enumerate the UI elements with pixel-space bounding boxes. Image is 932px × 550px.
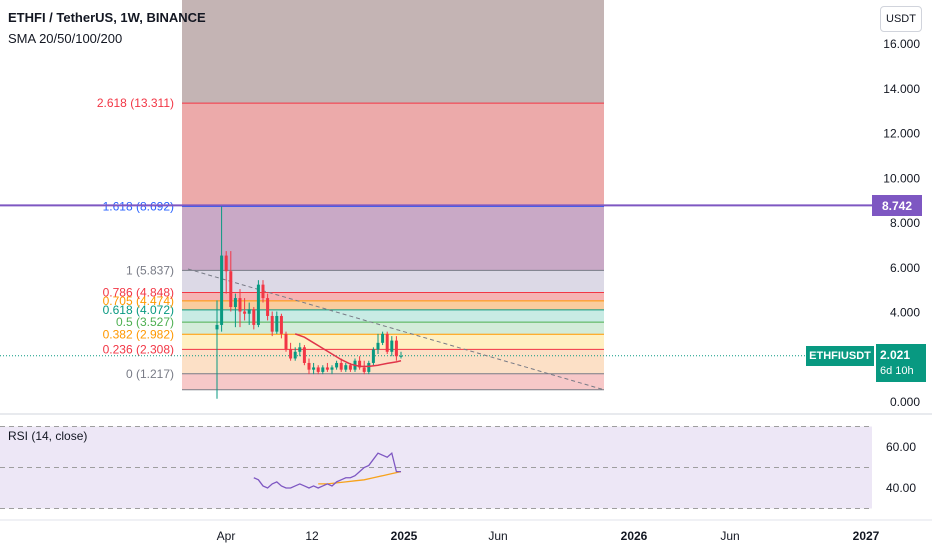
candle-body[interactable] [233,298,237,308]
candle-body[interactable] [358,360,362,368]
candle-body[interactable] [390,340,394,352]
fib-zone [182,206,604,271]
high-price-tag: 8.742 [872,195,922,216]
candle-body[interactable] [381,333,385,343]
x-tick-label: Apr [217,529,236,543]
candle-body[interactable] [394,340,398,357]
candle-body[interactable] [298,347,302,352]
candle-body[interactable] [224,255,228,272]
fib-zone [182,292,604,301]
last-price-value: 2.021 [880,348,911,362]
candle-body[interactable] [289,349,293,359]
currency-button[interactable]: USDT [880,6,922,32]
x-tick-label: Jun [488,529,507,543]
fib-level-label: 0 (1.217) [126,367,174,381]
candle-body[interactable] [256,284,260,325]
candle-body[interactable] [220,255,224,325]
candle-body[interactable] [247,309,251,314]
rsi-legend[interactable]: RSI (14, close) [8,429,88,443]
candle-body[interactable] [307,362,311,370]
x-axis: Apr 12 2025 Jun 2026 Jun 2027 [0,519,932,543]
fib-zone [182,300,604,310]
candle-body[interactable] [266,298,270,316]
candles[interactable] [215,206,403,399]
x-tick-label: 2025 [391,529,418,543]
rsi-pane[interactable]: 40.00 60.00 [0,413,932,509]
fib-zone [182,103,604,207]
candle-body[interactable] [367,362,371,372]
fib-level-label: 0.5 (3.527) [116,315,174,329]
candle-body[interactable] [252,309,256,325]
candle-body[interactable] [302,347,306,363]
candle-body[interactable] [261,284,265,299]
candle-body[interactable] [339,362,343,370]
indicator-legend[interactable]: SMA 20/50/100/200 [8,31,123,46]
symbol-tag: ETHFIUSDT [806,346,874,366]
candle-body[interactable] [330,367,334,370]
fib-level-label: 0.618 (4.072) [103,303,174,317]
candle-body[interactable] [371,349,375,363]
rsi-line [253,451,401,489]
candle-body[interactable] [385,333,389,352]
rsi-tick-label: 60.00 [886,440,916,454]
candle-body[interactable] [399,355,403,357]
fibonacci-retracement[interactable]: 0 (1.217) 0.236 (2.308)0.382 (2.982)0.5 (… [97,0,604,391]
fib-level-label: 2.618 (13.311) [97,96,174,110]
fib-level-label: 0.705 (4.474) [103,294,174,308]
y-tick-label: 6.000 [890,261,920,275]
candle-body[interactable] [293,351,297,359]
x-tick-label: 2027 [853,529,880,543]
candle-body[interactable] [325,367,329,370]
candle-body[interactable] [344,365,348,370]
x-tick-label: Jun [720,529,739,543]
y-tick-label: 0.000 [890,395,920,409]
rsi-ma-line [318,470,402,485]
candle-body[interactable] [316,367,320,372]
fib-zone [182,309,604,323]
y-tick-label: 4.000 [890,306,920,320]
candle-body[interactable] [270,315,274,332]
candle-body[interactable] [215,324,219,330]
x-tick-label: 12 [305,529,319,543]
fib-zone [182,349,604,374]
bar-countdown: 6d 10h [880,365,914,377]
fib-zone-top [182,0,604,104]
y-tick-label: 8.000 [890,216,920,230]
y-tick-label: 14.000 [883,82,920,96]
fib-level-label: 1.618 (8.692) [103,200,174,214]
y-tick-label: 10.000 [883,171,920,185]
fib-level-label: 0.786 (4.848) [103,286,174,300]
fib-zone [182,270,604,293]
y-tick-label: 16.000 [883,37,920,51]
candle-body[interactable] [275,315,279,332]
candle-body[interactable] [243,311,247,314]
y-tick-label: 12.000 [883,127,920,141]
candle-body[interactable] [229,271,233,308]
fib-level-label: 0.382 (2.982) [103,327,174,341]
rsi-tick-label: 40.00 [886,481,916,495]
candle-body[interactable] [284,333,288,350]
candle-body[interactable] [348,365,352,370]
x-tick-label: 2026 [621,529,648,543]
candle-body[interactable] [335,362,339,368]
fib-zone [182,373,604,390]
fib-level-label: 0.236 (2.308) [103,342,174,356]
fib-level-label: 1 (5.837) [126,263,174,277]
sma-line [294,333,402,368]
candle-body[interactable] [362,367,366,372]
sma-20-line [294,333,402,368]
candle-body[interactable] [321,367,325,372]
candle-body[interactable] [376,342,380,350]
last-price-tag: 2.021 6d 10h [876,344,926,382]
candle-body[interactable] [279,315,283,334]
candle-body[interactable] [238,298,242,312]
candle-body[interactable] [312,367,316,370]
symbol-title: ETHFI / TetherUS, 1W, BINANCE [8,10,206,25]
